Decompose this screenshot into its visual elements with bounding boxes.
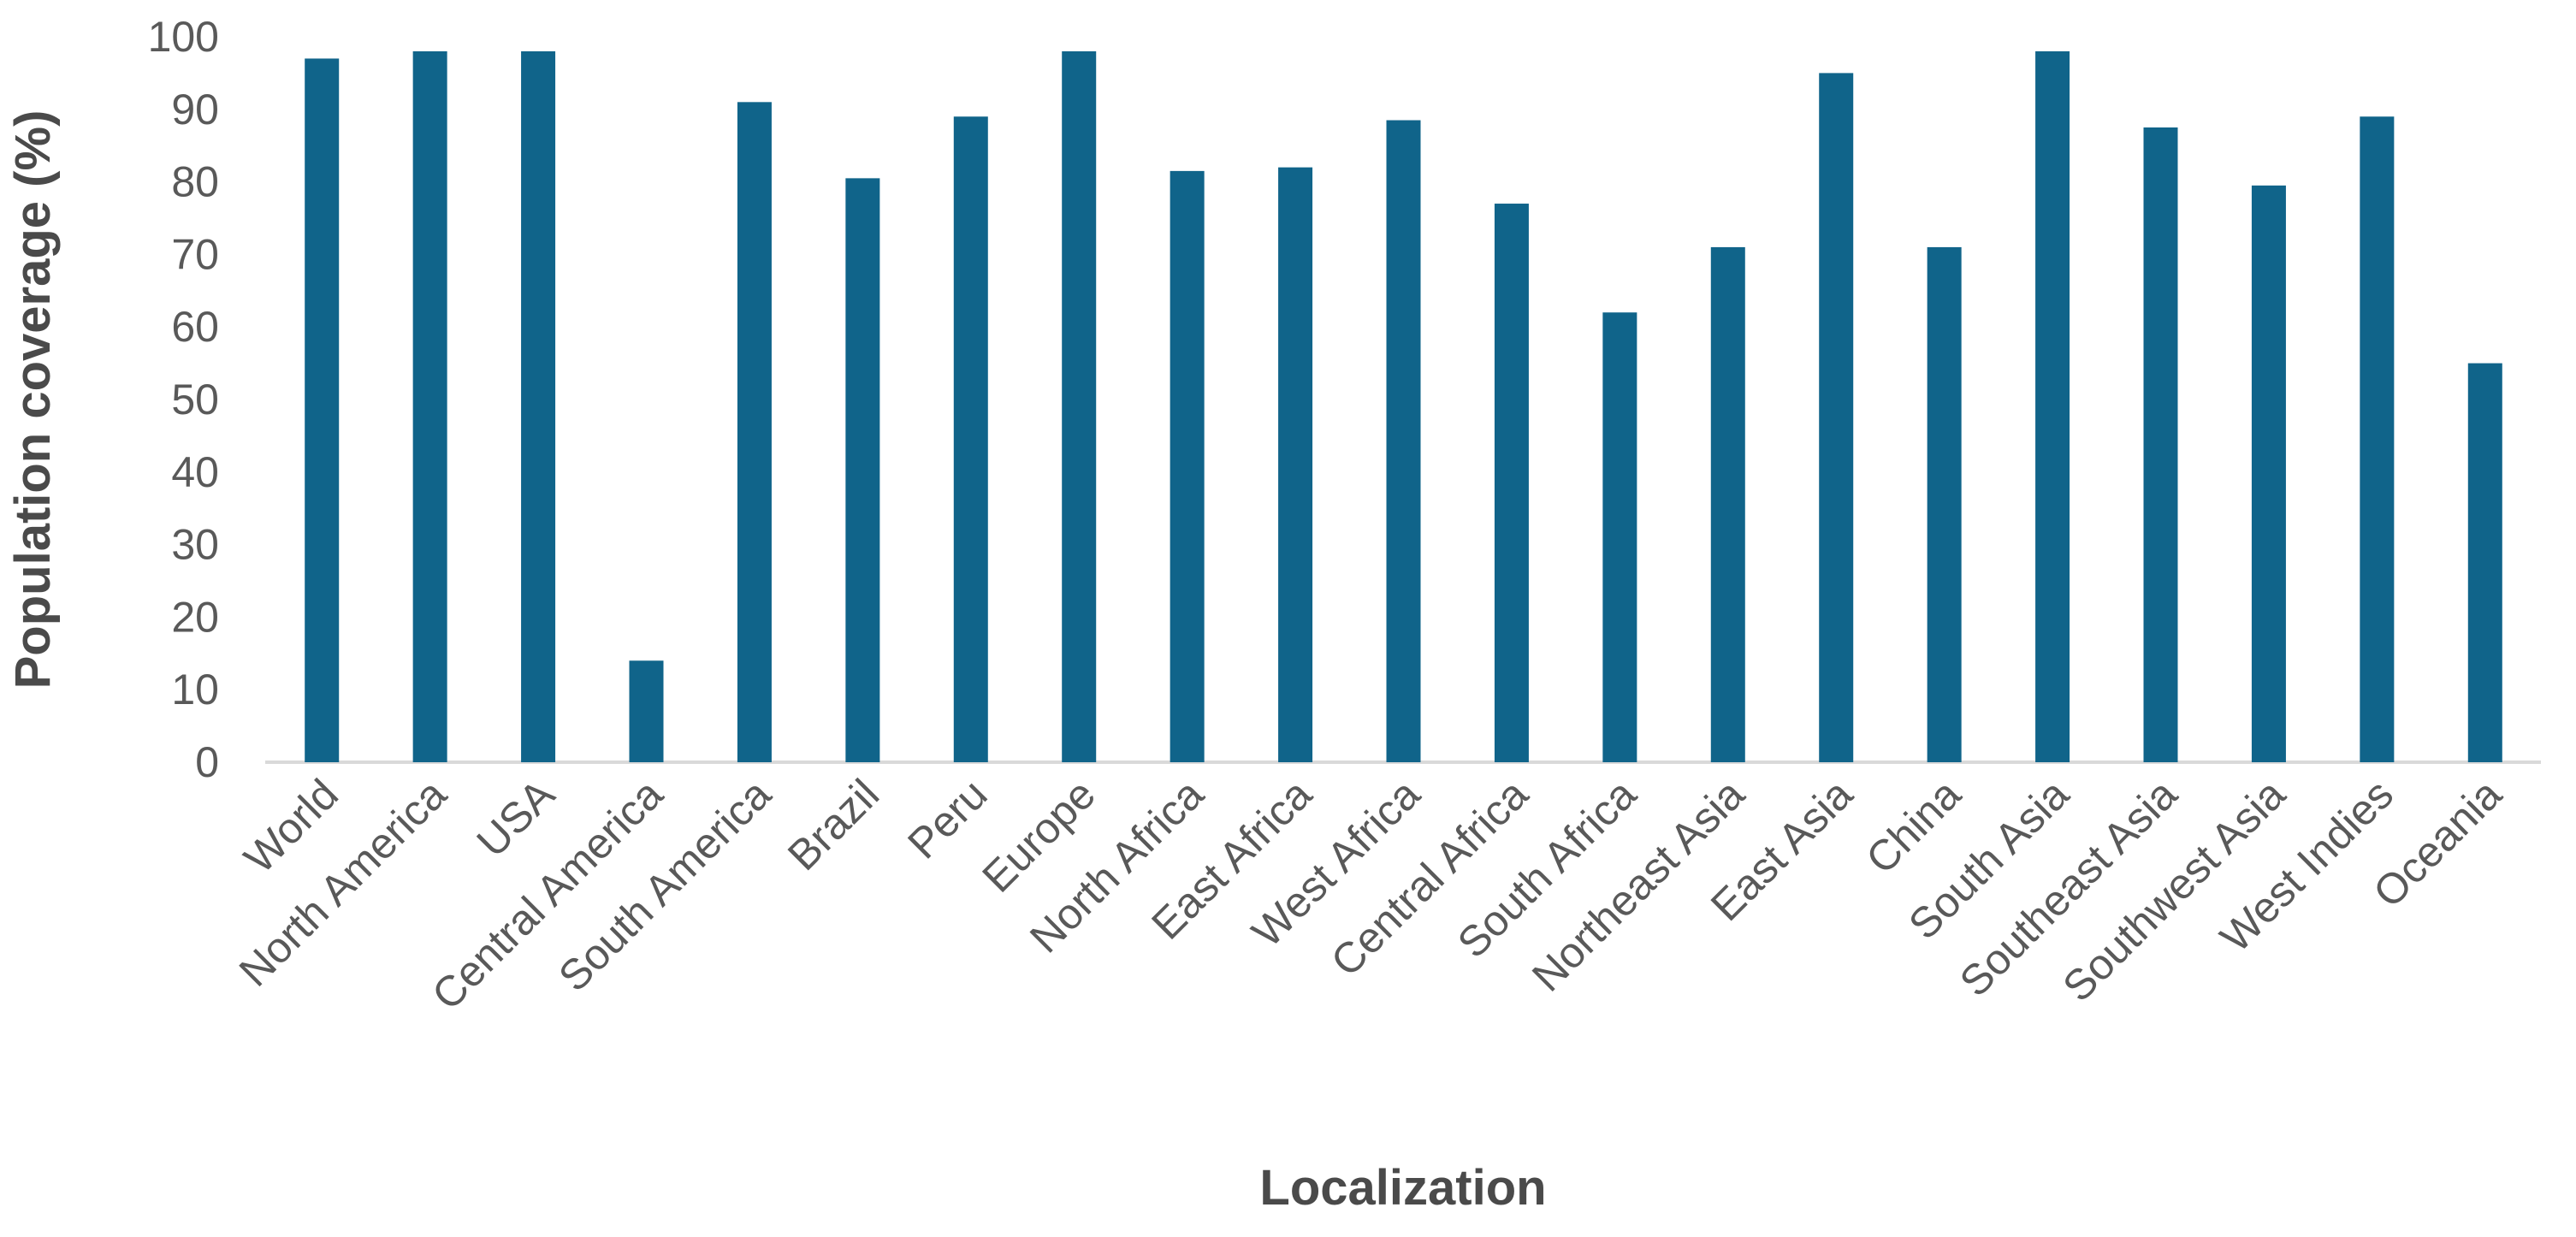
x-category-label: USA xyxy=(468,770,565,867)
bar-north-africa xyxy=(1170,170,1205,762)
bar-central-america xyxy=(629,660,664,762)
bar-south-america xyxy=(737,102,772,762)
x-axis-title: Localization xyxy=(1259,1160,1546,1216)
x-category-label: Peru xyxy=(898,770,996,867)
x-category-label: Brazil xyxy=(779,770,888,879)
y-tick-label: 20 xyxy=(171,593,219,641)
y-axis-title: Population coverage (%) xyxy=(5,110,61,690)
bar-east-asia xyxy=(1819,73,1854,762)
y-tick-label: 70 xyxy=(171,230,219,278)
y-tick-label: 30 xyxy=(171,521,219,569)
bar-oceania xyxy=(2467,363,2502,762)
y-tick-label: 50 xyxy=(171,376,219,423)
y-tick-label: 0 xyxy=(195,738,219,786)
y-tick-label: 60 xyxy=(171,303,219,351)
bar-central-africa xyxy=(1494,204,1529,763)
bar-peru xyxy=(953,116,988,762)
bar-east-africa xyxy=(1278,167,1313,762)
y-tick-label: 80 xyxy=(171,158,219,206)
bar-europe xyxy=(1062,50,1097,762)
bar-usa xyxy=(521,50,556,762)
bar-west-africa xyxy=(1386,120,1421,762)
bar-brazil xyxy=(845,178,880,763)
bar-west-indies xyxy=(2360,116,2395,762)
bar-southeast-asia xyxy=(2143,127,2178,762)
bar-south-asia xyxy=(2035,50,2070,762)
bar-china xyxy=(1927,246,1962,762)
bar-northeast-asia xyxy=(1710,246,1745,762)
y-tick-label: 10 xyxy=(171,666,219,713)
bars-group xyxy=(305,50,2502,763)
bar-southwest-asia xyxy=(2251,185,2286,763)
bar-north-america xyxy=(412,50,447,762)
y-axis-tick-labels: 0 10 20 30 40 50 60 70 80 90 100 xyxy=(148,13,219,786)
bar-south-africa xyxy=(1602,312,1637,762)
y-tick-label: 40 xyxy=(171,448,219,496)
bar-world xyxy=(305,58,340,762)
y-tick-label: 100 xyxy=(148,13,219,61)
y-tick-label: 90 xyxy=(171,86,219,133)
